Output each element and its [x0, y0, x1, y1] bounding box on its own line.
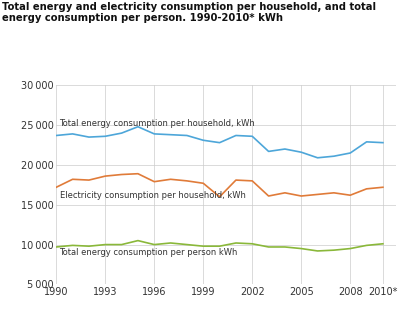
Text: Electricity consumption per household, kWh: Electricity consumption per household, k… — [59, 191, 245, 200]
Text: Total energy and electricity consumption per household, and total
energy consump: Total energy and electricity consumption… — [2, 2, 375, 23]
Text: Total energy consumption per household, kWh: Total energy consumption per household, … — [59, 119, 255, 128]
Text: Total energy consumption per person kWh: Total energy consumption per person kWh — [59, 247, 237, 257]
